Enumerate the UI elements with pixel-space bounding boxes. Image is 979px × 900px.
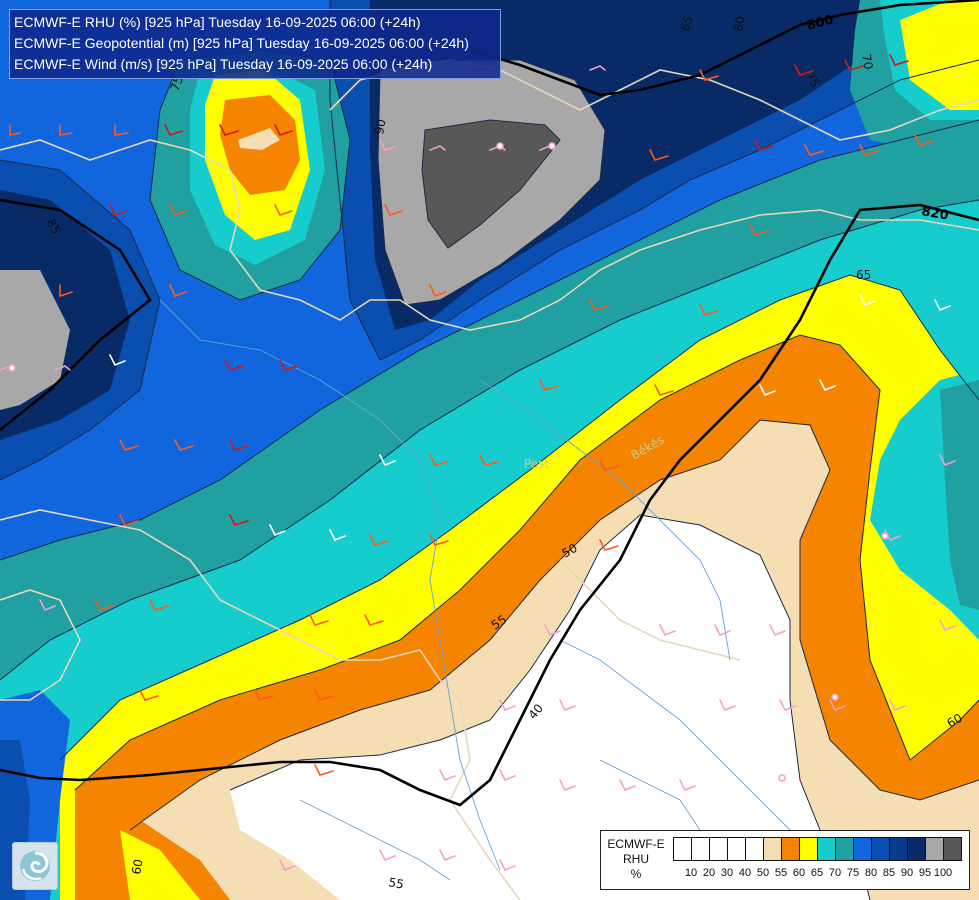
humidity-label-85-left: 85 — [43, 217, 63, 237]
map-header: ECMWF-E RHU (%) [925 hPa] Tuesday 16-09-… — [9, 9, 501, 79]
geopotential-820 — [0, 198, 152, 432]
legend-ticks: 10 20 30 40 50 55 60 65 70 75 80 85 90 95 100 — [673, 867, 973, 883]
legend-tick-label: 75 — [846, 867, 860, 879]
header-line-geopotential: ECMWF-E Geopotential (m) [925 hPa] Tuesd… — [14, 35, 469, 51]
legend-tick-label: 90 — [900, 867, 914, 879]
humidity-label-55-bottom: 55 — [387, 875, 404, 891]
rhu-band-100-top — [422, 120, 560, 248]
legend-tick-label: 85 — [882, 867, 896, 879]
legend-swatch — [872, 838, 890, 860]
legend-swatch — [710, 838, 728, 860]
legend-swatch — [818, 838, 836, 860]
legend-tick-label: 65 — [810, 867, 824, 879]
legend-title: ECMWF-E RHU % — [603, 837, 669, 882]
geopotential-label-800: 800 — [805, 12, 835, 34]
header-line-wind: ECMWF-E Wind (m/s) [925 hPa] Tuesday 16-… — [14, 56, 433, 72]
legend-swatch — [692, 838, 710, 860]
legend-tick-label: 40 — [738, 867, 752, 879]
rhu-band-65-bottomleft — [120, 830, 200, 900]
humidity-label-80-top: 80 — [731, 15, 747, 32]
legend-swatch — [854, 838, 872, 860]
humidity-label-65-right: 65 — [856, 268, 871, 282]
legend-swatch — [908, 838, 926, 860]
legend-swatch — [836, 838, 854, 860]
legend-swatch — [800, 838, 818, 860]
rhu-band-65-right — [940, 380, 979, 610]
ecmwf-swirl-icon — [12, 842, 58, 890]
geopotential-800 — [469, 0, 979, 97]
legend-swatch — [764, 838, 782, 860]
rhu-band-50-mid — [230, 515, 870, 900]
legend-tick-label: 30 — [720, 867, 734, 879]
legend-swatch — [926, 838, 944, 860]
humidity-label-70-topright: 70 — [859, 53, 875, 70]
legend-title-variable: RHU — [623, 852, 649, 866]
rhu-band-60-bottomleft — [75, 780, 230, 900]
legend-swatch — [944, 838, 961, 860]
geopotential-820-east — [0, 203, 979, 807]
legend-tick-label: 80 — [864, 867, 878, 879]
humidity-label-60-bottom: 60 — [129, 858, 145, 875]
legend-swatch — [746, 838, 764, 860]
legend-swatch — [728, 838, 746, 860]
humidity-label-50: 50 — [560, 541, 580, 561]
humidity-label-90-top: 90 — [372, 118, 388, 135]
legend-tick-label: 20 — [702, 867, 716, 879]
legend-tick-label: 60 — [792, 867, 806, 879]
legend-tick-label: 70 — [828, 867, 842, 879]
humidity-label-65-top: 65 — [678, 14, 696, 33]
rhu-band-55-topleft — [238, 128, 280, 150]
legend-title-unit: % — [630, 867, 642, 881]
legend-tick-label: 100 — [933, 867, 953, 879]
geopotential-label-820: 820 — [920, 204, 949, 223]
legend-swatches — [673, 837, 962, 861]
header-line-rhu: ECMWF-E RHU (%) [925 hPa] Tuesday 16-09-… — [14, 14, 421, 30]
legend-tick-label: 10 — [684, 867, 698, 879]
legend-swatch — [674, 838, 692, 860]
wind-barbs — [0, 54, 956, 872]
legend-swatch — [890, 838, 908, 860]
geopotential-lines — [0, 0, 979, 807]
legend-tick-label: 55 — [774, 867, 788, 879]
legend-swatch — [782, 838, 800, 860]
rhu-band-60-topright — [900, 0, 979, 110]
legend-title-model: ECMWF-E — [607, 837, 665, 851]
humidity-label-75-topright: 75 — [802, 70, 822, 90]
legend-tick-label: 50 — [756, 867, 770, 879]
place-label-pest: Pest — [524, 457, 549, 471]
rhu-legend: ECMWF-E RHU % 10 20 30 40 50 55 60 65 70 75 80 85 90… — [600, 830, 970, 890]
legend-tick-label: 95 — [918, 867, 932, 879]
humidity-label-60-right: 60 — [945, 711, 965, 731]
rhu-band-95-left — [0, 270, 70, 410]
